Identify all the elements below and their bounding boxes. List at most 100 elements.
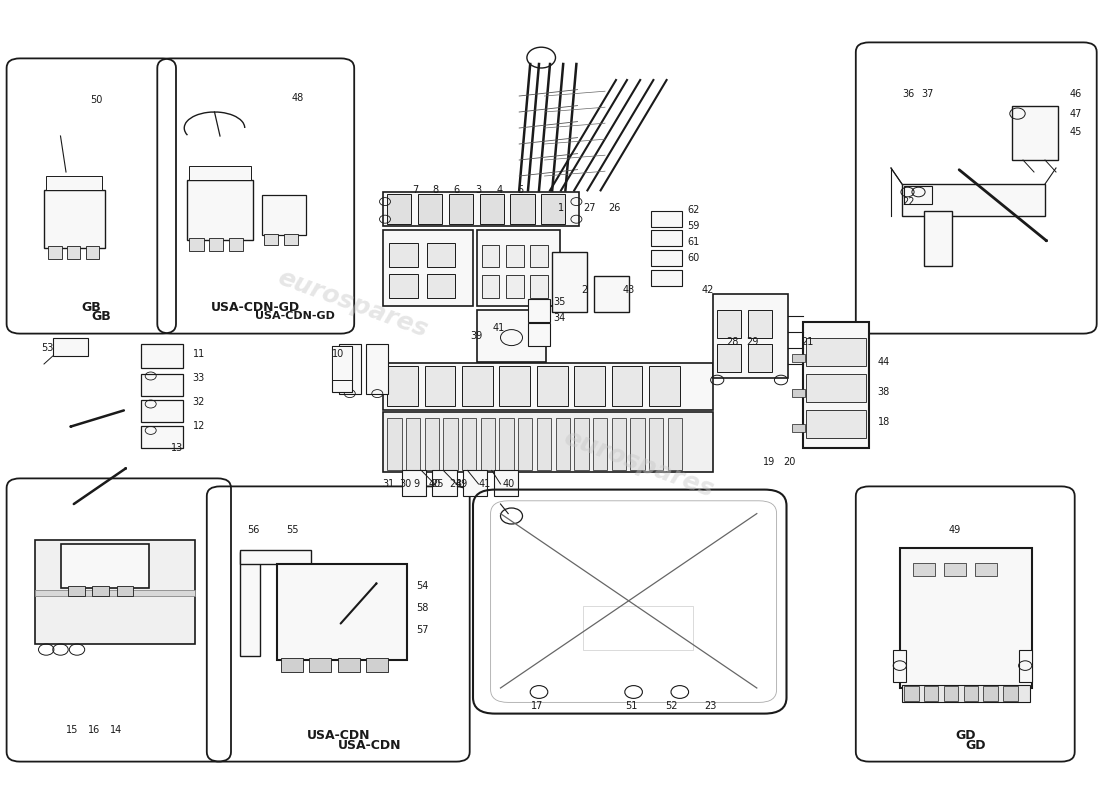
Bar <box>463 470 487 496</box>
Text: 5: 5 <box>517 186 524 195</box>
Text: eurospares: eurospares <box>274 266 430 342</box>
Bar <box>528 323 550 346</box>
Bar <box>651 211 682 227</box>
Bar <box>427 274 455 298</box>
Bar <box>651 250 682 266</box>
Bar <box>264 234 278 245</box>
Bar <box>541 194 565 224</box>
Bar <box>332 346 352 392</box>
Bar <box>649 366 680 406</box>
Text: 50: 50 <box>90 95 102 105</box>
Bar <box>806 338 866 366</box>
Text: 61: 61 <box>688 237 700 246</box>
Text: GD: GD <box>955 730 976 742</box>
Bar <box>366 658 388 672</box>
Text: USA-CDN: USA-CDN <box>307 730 370 742</box>
Bar <box>651 270 682 286</box>
Bar <box>506 275 524 298</box>
Bar <box>944 563 966 576</box>
Bar <box>449 194 473 224</box>
Text: 18: 18 <box>878 418 890 427</box>
Bar <box>983 686 998 701</box>
Bar <box>209 238 223 251</box>
Text: 57: 57 <box>416 626 428 635</box>
Bar <box>902 685 1030 702</box>
Bar <box>68 586 85 596</box>
Bar <box>387 418 402 470</box>
Bar <box>338 658 360 672</box>
Bar <box>499 366 530 406</box>
Bar <box>141 374 183 396</box>
Text: 7: 7 <box>412 186 419 195</box>
Text: GB: GB <box>81 302 101 314</box>
Text: 15: 15 <box>66 725 78 734</box>
Bar <box>425 418 439 470</box>
Text: 52: 52 <box>666 701 678 710</box>
Bar <box>141 426 183 448</box>
Text: 9: 9 <box>414 479 420 489</box>
Text: 41: 41 <box>478 479 491 489</box>
Bar <box>48 246 62 259</box>
Bar <box>35 540 195 644</box>
Bar <box>717 344 741 372</box>
Bar <box>482 245 499 267</box>
Text: 8: 8 <box>432 186 439 195</box>
Text: 62: 62 <box>688 205 700 214</box>
Bar <box>593 418 607 470</box>
Bar <box>713 294 788 378</box>
Text: 46: 46 <box>1069 90 1081 99</box>
Text: 58: 58 <box>416 603 428 613</box>
Text: 14: 14 <box>110 725 122 734</box>
Bar <box>44 190 104 248</box>
Text: 36: 36 <box>902 90 914 99</box>
Bar <box>792 354 805 362</box>
Text: 30: 30 <box>399 479 411 489</box>
Bar <box>574 366 605 406</box>
Bar <box>806 374 866 402</box>
Bar <box>893 650 906 682</box>
Bar <box>141 400 183 422</box>
Text: 26: 26 <box>608 203 620 213</box>
Bar <box>189 166 251 180</box>
Bar <box>1003 686 1018 701</box>
Bar <box>332 346 352 380</box>
Bar <box>339 344 361 394</box>
Text: USA-CDN-GD: USA-CDN-GD <box>255 311 336 321</box>
Bar <box>530 275 548 298</box>
Bar <box>902 184 1045 216</box>
Bar <box>1012 106 1058 160</box>
Bar <box>402 470 426 496</box>
Bar <box>583 606 693 650</box>
Bar <box>518 418 532 470</box>
Bar <box>651 230 682 246</box>
Bar <box>530 245 548 267</box>
Bar <box>668 418 682 470</box>
Bar <box>612 418 626 470</box>
Bar <box>284 234 298 245</box>
Bar <box>229 238 243 251</box>
Text: 31: 31 <box>383 479 395 489</box>
Bar <box>904 186 932 204</box>
Bar <box>427 243 455 267</box>
Bar <box>309 658 331 672</box>
Text: 17: 17 <box>531 701 543 710</box>
Text: 48: 48 <box>292 93 304 102</box>
Text: 54: 54 <box>416 581 428 590</box>
Text: GB: GB <box>91 310 111 322</box>
Text: 2: 2 <box>581 285 587 294</box>
Bar <box>383 363 713 410</box>
Bar <box>418 194 442 224</box>
Bar <box>975 563 997 576</box>
Bar <box>717 310 741 338</box>
Bar <box>594 276 629 312</box>
Bar <box>792 424 805 432</box>
Text: USA-CDN-GD: USA-CDN-GD <box>211 302 300 314</box>
Text: 41: 41 <box>493 323 505 333</box>
Text: 42: 42 <box>702 285 714 294</box>
Bar <box>389 243 418 267</box>
Text: 39: 39 <box>471 331 483 341</box>
Bar <box>280 658 302 672</box>
Text: 4: 4 <box>496 186 503 195</box>
Text: 60: 60 <box>688 253 700 262</box>
Text: 59: 59 <box>688 221 700 230</box>
